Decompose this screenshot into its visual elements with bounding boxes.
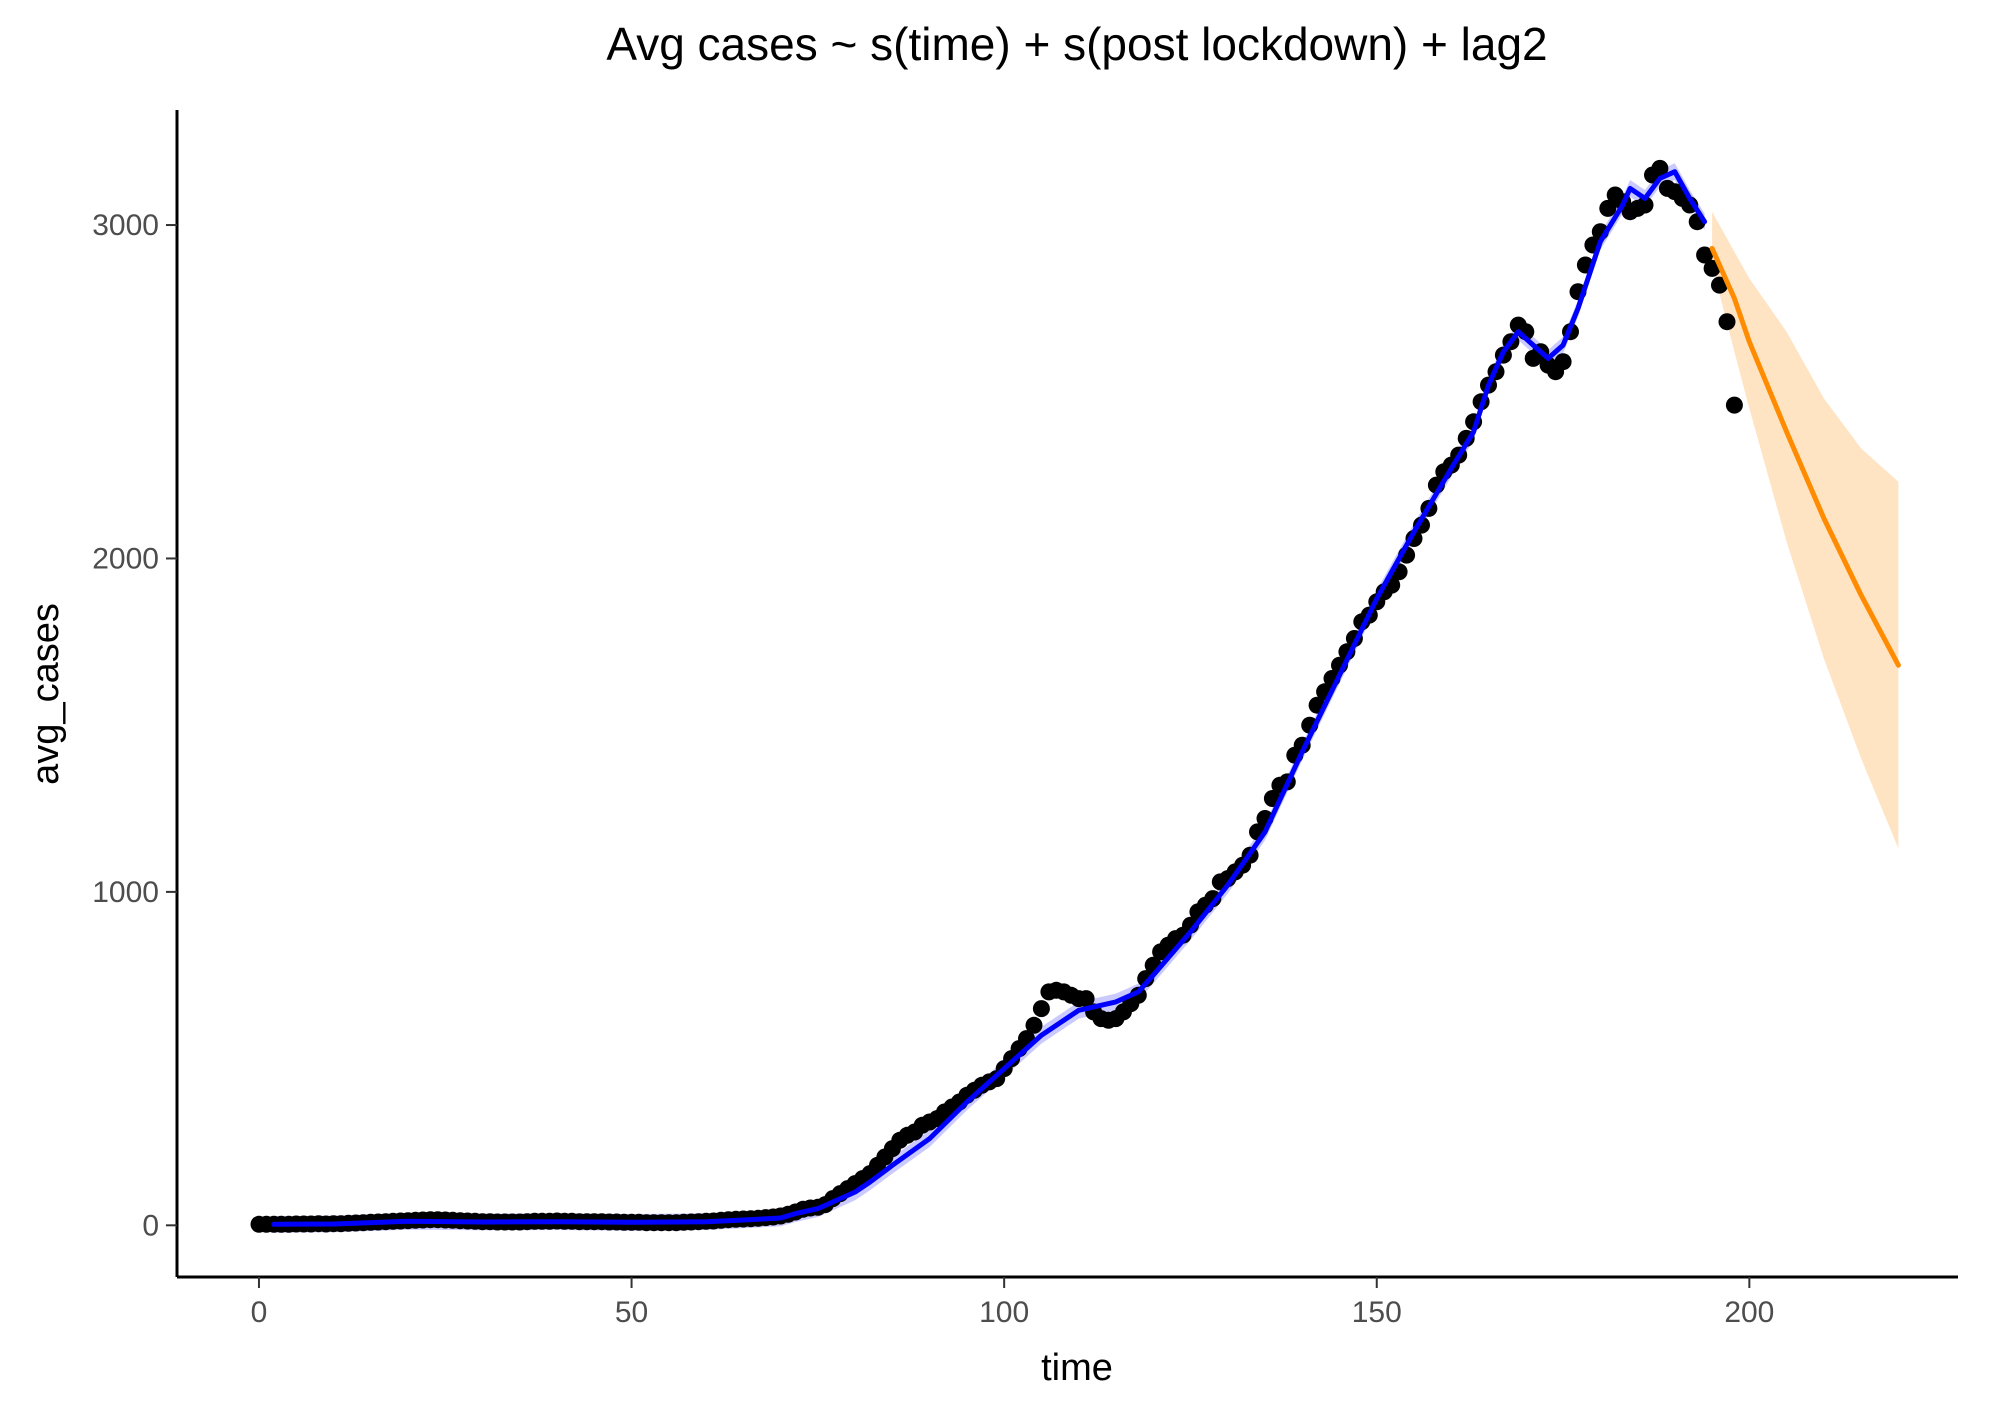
data-point xyxy=(1718,313,1736,331)
y-axis-title: avg_cases xyxy=(25,603,67,785)
y-tick-label: 2000 xyxy=(92,542,159,575)
data-point xyxy=(1204,890,1222,908)
x-tick-label: 200 xyxy=(1724,1296,1774,1329)
data-point xyxy=(1711,276,1728,294)
data-point xyxy=(1651,159,1669,177)
y-axis-ticks: 0 1000 2000 3000 xyxy=(92,209,177,1242)
forecast-line xyxy=(1709,245,1901,668)
data-point xyxy=(1636,196,1654,214)
x-tick-label: 50 xyxy=(615,1296,648,1329)
data-point xyxy=(1725,396,1743,414)
fit-line xyxy=(271,169,1708,1227)
y-tick-label: 0 xyxy=(142,1209,159,1242)
data-point xyxy=(1032,1000,1050,1018)
data-point xyxy=(1129,986,1147,1004)
forecast-confidence-band xyxy=(1712,211,1899,849)
confidence-bands xyxy=(273,163,1899,1233)
x-axis-title: time xyxy=(1041,1347,1113,1389)
data-point xyxy=(1703,259,1721,277)
x-axis-ticks: 0 50 100 150 200 xyxy=(251,1277,1774,1329)
x-tick-label: 150 xyxy=(1352,1296,1402,1329)
data-point xyxy=(1599,199,1617,217)
chart-title: Avg cases ~ s(time) + s(post lockdown) +… xyxy=(606,18,1547,70)
y-tick-label: 3000 xyxy=(92,209,159,242)
data-point xyxy=(1554,353,1572,371)
data-point xyxy=(1025,1016,1043,1034)
y-tick-label: 1000 xyxy=(92,876,159,909)
data-point xyxy=(1077,990,1095,1008)
data-point xyxy=(1137,970,1155,988)
data-point xyxy=(1696,246,1714,264)
fitted-lines xyxy=(271,169,1901,1227)
x-tick-label: 0 xyxy=(251,1296,268,1329)
x-tick-label: 100 xyxy=(979,1296,1029,1329)
